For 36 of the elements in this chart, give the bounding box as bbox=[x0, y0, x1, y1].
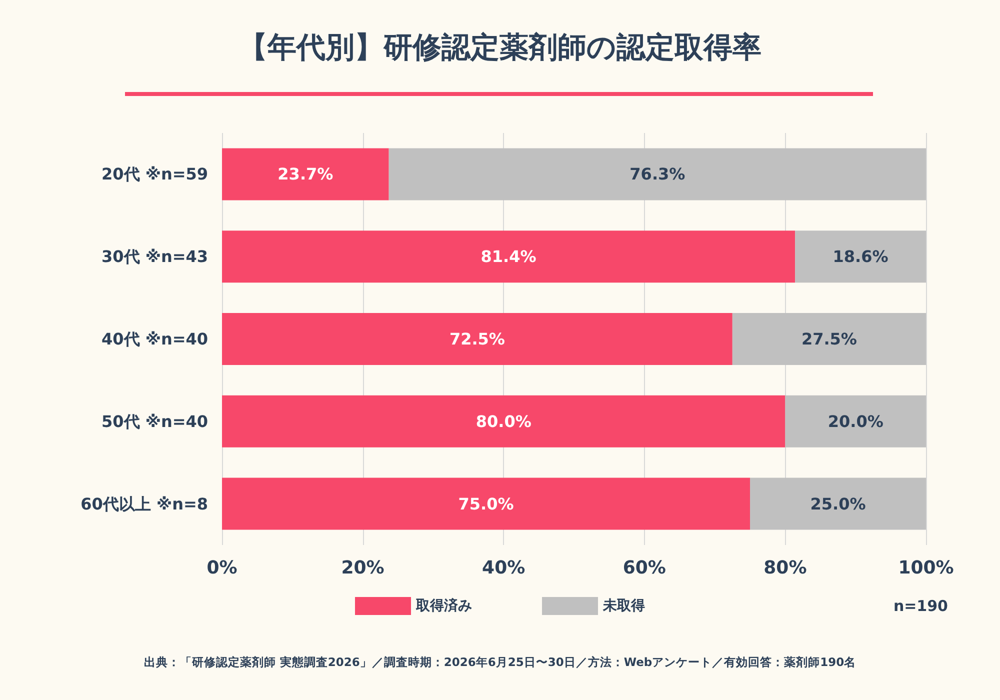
bar bbox=[732, 313, 926, 365]
bar bbox=[222, 395, 786, 448]
bar bbox=[795, 230, 926, 283]
x-tick-label: 0% bbox=[206, 558, 238, 578]
bar bbox=[785, 395, 926, 448]
bar bbox=[222, 313, 732, 365]
data-label: 72.5% bbox=[449, 330, 505, 348]
x-tick-label: 20% bbox=[341, 558, 384, 578]
y-tick-label: 50代 ※n=40 bbox=[102, 412, 208, 431]
x-tick-label: 100% bbox=[898, 558, 954, 578]
data-label: 81.4% bbox=[480, 247, 536, 266]
bar bbox=[222, 148, 389, 200]
legend-label: 取得済み bbox=[415, 597, 472, 614]
bar bbox=[222, 230, 796, 283]
bar bbox=[750, 478, 926, 530]
bar bbox=[222, 478, 750, 530]
y-tick-label: 30代 ※n=43 bbox=[102, 247, 208, 266]
y-tick-label: 20代 ※n=59 bbox=[102, 164, 208, 184]
x-tick-label: 80% bbox=[764, 558, 807, 578]
chart-title: 【年代別】研修認定薬剤師の認定取得率 bbox=[238, 29, 762, 66]
source-note: 出典：「研修認定薬剤師 実態調査2026」／調査時期：2026年6月25日〜30日／方法：Webアンケート／有効回答：薬剤師190名 bbox=[142, 655, 858, 670]
data-label: 27.5% bbox=[801, 330, 857, 348]
data-label: 18.6% bbox=[832, 247, 888, 266]
data-label: 20.0% bbox=[828, 412, 884, 431]
data-label: 75.0% bbox=[458, 494, 514, 514]
x-tick-label: 60% bbox=[622, 558, 666, 578]
data-label: 23.7% bbox=[278, 164, 334, 184]
data-label: 25.0% bbox=[810, 494, 866, 514]
y-tick-label: 60代以上 ※n=8 bbox=[80, 494, 208, 514]
x-tick-label: 40% bbox=[482, 558, 526, 578]
bar bbox=[388, 148, 926, 200]
text: n=190 bbox=[893, 597, 948, 615]
data-label: 80.0% bbox=[476, 412, 532, 431]
data-label: 76.3% bbox=[630, 164, 686, 184]
y-tick-label: 40代 ※n=40 bbox=[102, 330, 208, 348]
legend-label: 未取得 bbox=[602, 598, 645, 614]
